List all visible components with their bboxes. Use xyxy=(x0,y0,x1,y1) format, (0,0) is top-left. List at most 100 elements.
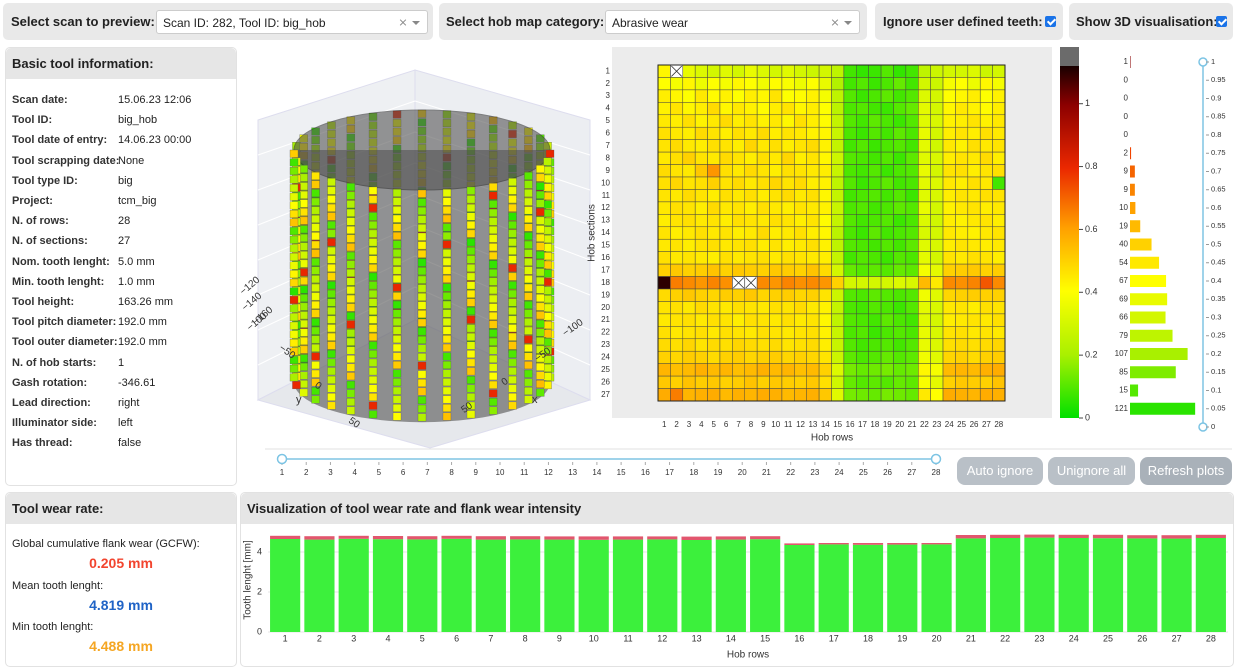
scan-dropdown[interactable]: Scan ID: 282, Tool ID: big_hob xyxy=(156,10,428,34)
tooth-cell-3d xyxy=(442,361,452,369)
heatmap-cell xyxy=(893,151,907,165)
slider-tick-label: 25 xyxy=(859,468,868,477)
tooth-cell-3d xyxy=(299,319,308,328)
x-tick-label: 6 xyxy=(724,420,729,429)
heatmap-cell xyxy=(781,326,795,340)
tooth-cell-3d xyxy=(289,210,299,218)
heatmap-cell xyxy=(694,276,708,290)
tooth-cell-3d xyxy=(466,393,476,402)
heatmap-cell xyxy=(967,89,981,103)
tooth-cell-3d xyxy=(289,227,299,236)
tooth-cell-3d xyxy=(368,290,378,298)
tooth-cell-3d xyxy=(536,354,545,363)
slider-tick-label: 7 xyxy=(425,468,430,477)
tooth-cell-3d xyxy=(299,362,308,371)
info-value: big xyxy=(118,174,133,187)
heatmap-cell xyxy=(732,102,745,116)
heatmap-cell xyxy=(744,226,758,240)
heatmap-cell xyxy=(918,176,931,190)
heatmap-cell xyxy=(918,77,931,91)
tooth-cell-3d xyxy=(488,183,498,191)
tooth-cell-3d xyxy=(392,335,402,344)
auto-ignore-button[interactable]: Auto ignore xyxy=(957,457,1043,485)
tooth-cell-3d xyxy=(417,327,427,336)
heatmap-cell xyxy=(893,350,907,364)
tooth-cell-3d xyxy=(368,410,378,419)
tooth-cell-3d xyxy=(417,396,427,405)
tooth-cell-3d xyxy=(536,233,545,242)
y-tick-label: 23 xyxy=(601,340,610,349)
tooth-cell-3d xyxy=(508,221,517,229)
tooth-cell-3d xyxy=(311,395,320,404)
tooth-cell-3d xyxy=(543,217,552,226)
tooth-cell-3d xyxy=(442,335,452,344)
slider-handle[interactable] xyxy=(930,453,942,465)
heatmap-cell xyxy=(756,388,770,402)
heatmap-cell xyxy=(756,151,770,165)
heatmap-cell xyxy=(806,350,820,364)
heatmap-cell xyxy=(843,363,857,377)
heatmap-cell xyxy=(818,201,832,215)
count-label: 2 xyxy=(1124,148,1129,157)
tooth-cell-3d xyxy=(508,281,517,290)
tooth-cell-3d xyxy=(488,346,498,355)
bar xyxy=(784,545,815,632)
tooth-cell-3d xyxy=(417,207,427,215)
heatmap-cell xyxy=(794,139,807,153)
x-tick-label: 10 xyxy=(771,420,780,429)
tooth-cell-3d xyxy=(442,292,452,301)
category-dropdown[interactable]: Abrasive wear xyxy=(605,10,860,34)
heatmap-cell xyxy=(756,201,770,215)
bar xyxy=(681,536,712,540)
heatmap-cell xyxy=(856,126,869,140)
scan-select-box: Select scan to preview: Scan ID: 282, To… xyxy=(3,3,433,40)
tooth-cell-3d xyxy=(311,361,320,370)
tooth-cell-3d xyxy=(536,182,545,191)
heatmap-cell xyxy=(719,238,733,252)
heatmap-cell xyxy=(905,77,919,91)
y-tick-label: 19 xyxy=(601,290,610,299)
heatmap-cell xyxy=(843,176,857,190)
slider-handle[interactable] xyxy=(276,453,288,465)
heatmap-cell xyxy=(781,214,795,228)
y-tick-label: 0.75 xyxy=(1211,148,1226,157)
heatmap-cell xyxy=(930,326,944,340)
tooth-cell-3d xyxy=(417,215,427,224)
heatmap-cell xyxy=(818,375,832,389)
bar xyxy=(1024,537,1055,632)
bar xyxy=(955,535,986,539)
ignore-checkbox[interactable] xyxy=(1045,16,1056,27)
tooth-cell-3d xyxy=(466,247,476,255)
refresh-button[interactable]: Refresh plots xyxy=(1140,457,1232,485)
tooth-cell-3d xyxy=(368,264,378,273)
y-tick-label: 8 xyxy=(606,153,611,162)
slider-tick-label: 6 xyxy=(401,468,406,477)
heatmap-cell xyxy=(942,201,956,215)
info-label: Gash rotation: xyxy=(12,376,88,389)
heatmap-cell xyxy=(794,326,807,340)
tooth-cell-3d xyxy=(327,298,336,307)
show3d-checkbox[interactable] xyxy=(1216,16,1227,27)
heatmap-cell xyxy=(942,326,956,340)
heatmap-cell xyxy=(843,251,857,265)
count-label: 9 xyxy=(1124,167,1129,176)
heatmap-cell xyxy=(905,126,919,140)
tooth-cell-3d xyxy=(368,204,378,212)
count-label: 0 xyxy=(1124,112,1129,121)
tooth-cell-3d xyxy=(508,375,517,384)
heatmap-cell xyxy=(868,338,882,352)
heatmap-cell xyxy=(756,301,770,315)
tooth-cell-3d xyxy=(289,373,299,382)
heatmap-cell xyxy=(955,326,969,340)
tooth-cell-3d xyxy=(368,350,378,359)
heatmap-cell xyxy=(868,126,882,140)
heatmap-cell xyxy=(818,301,832,315)
heatmap-cell xyxy=(979,114,993,128)
heatmap-cell xyxy=(992,388,1006,402)
heatmap-cell xyxy=(880,201,894,215)
tooth-cell-3d xyxy=(536,199,545,208)
unignore-button[interactable]: Unignore all xyxy=(1048,457,1135,485)
heatmap-cell xyxy=(806,176,820,190)
info-label: Tool ID: xyxy=(12,114,53,127)
heatmap-cell xyxy=(979,126,993,140)
